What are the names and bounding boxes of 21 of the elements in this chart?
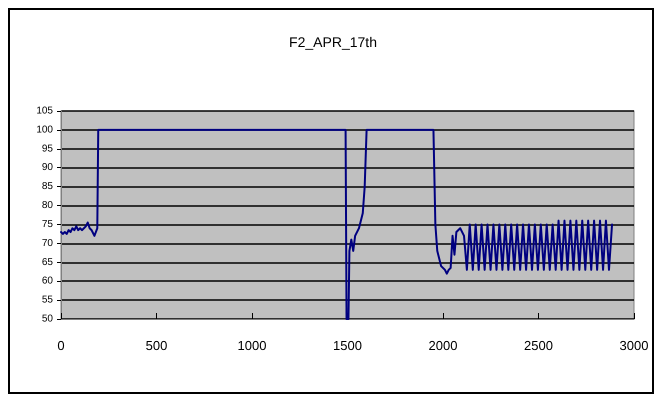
y-tick-label: 75 xyxy=(42,218,54,230)
y-tick-label: 70 xyxy=(42,238,54,249)
y-tick-label: 65 xyxy=(42,256,54,268)
chart-title: F2_APR_17th xyxy=(289,34,377,50)
x-tick-label: 2500 xyxy=(524,338,553,353)
y-tick-label: 55 xyxy=(42,294,54,306)
x-tick-label: 1500 xyxy=(333,338,362,353)
y-tick-label: 60 xyxy=(42,276,54,287)
x-tick-label: 3000 xyxy=(620,338,648,353)
x-tick-label: 2000 xyxy=(428,338,458,353)
y-tick-label: 95 xyxy=(42,143,54,154)
y-tick-label: 100 xyxy=(36,124,54,136)
y-tick-label: 105 xyxy=(36,106,54,116)
y-tick-label: 50 xyxy=(42,314,54,324)
x-tick-label: 1000 xyxy=(238,338,266,353)
x-tick-label: 500 xyxy=(146,338,168,353)
line-series xyxy=(60,128,614,320)
x-tick-label: 0 xyxy=(57,338,65,353)
y-tick-label: 90 xyxy=(42,162,54,174)
y-tick-label: 85 xyxy=(42,181,54,192)
y-tick-label: 80 xyxy=(42,200,54,212)
